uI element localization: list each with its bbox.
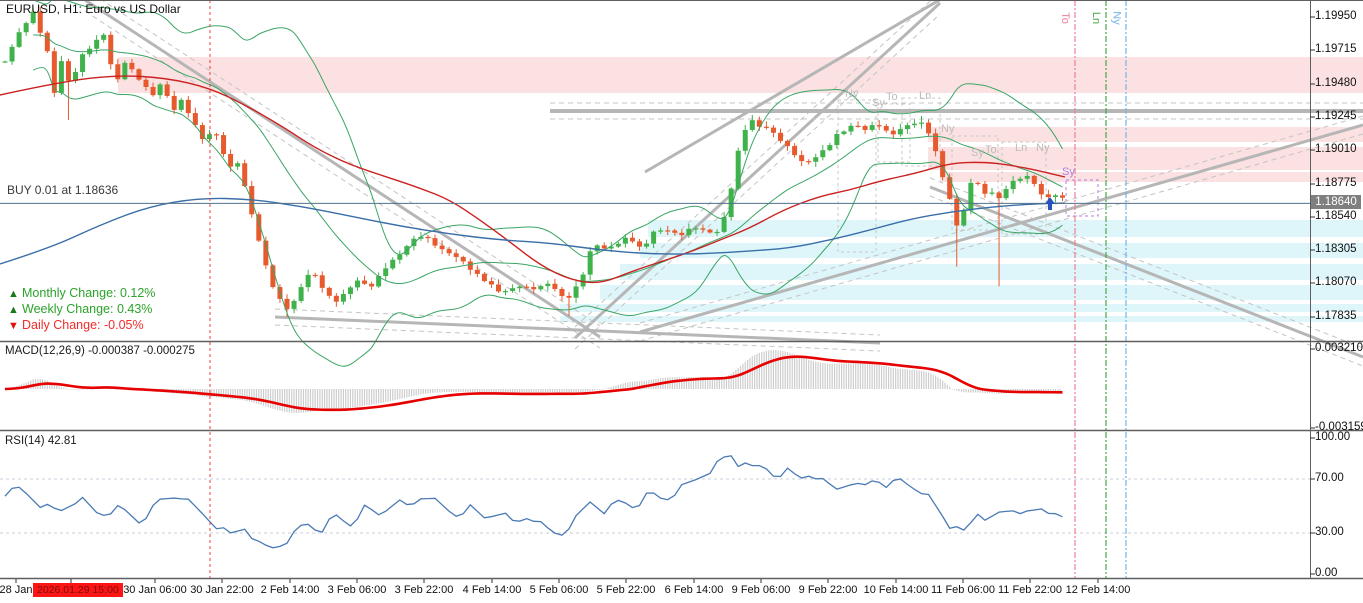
axis-price-label: 30.00	[1315, 526, 1344, 538]
axis-price-label: 1.18540	[1315, 210, 1357, 222]
axis-price-label: 1.18070	[1315, 276, 1357, 288]
panel-chrome	[0, 0, 1363, 583]
axis-price-label: 1.19715	[1315, 43, 1357, 55]
change-text: Daily Change: -0.05%	[22, 318, 144, 332]
axis-price-label: 1.18305	[1315, 243, 1357, 255]
session-label: Ln	[919, 90, 932, 102]
session-label-sydney: Sy	[1062, 166, 1075, 178]
axis-price-label: 1.18775	[1315, 177, 1357, 189]
rsi-indicator-label: RSI(14) 42.81	[5, 435, 77, 447]
bollinger-bands	[32, 0, 1063, 367]
axis-time-label: 12 Feb 14:00	[1065, 584, 1131, 596]
axis-time-label: 28 Jan	[0, 584, 33, 596]
trend-channels	[84, 0, 1363, 367]
session-marker-label: Ny	[1110, 11, 1123, 25]
macd-indicator-label: MACD(12,26,9) -0.000387 -0.000275	[5, 345, 195, 357]
buy-arrow-icon	[1045, 197, 1055, 210]
change-text: Weekly Change: 0.43%	[22, 302, 153, 316]
session-label: To	[886, 91, 898, 103]
axis-price-label: 0.003210	[1315, 342, 1363, 354]
macd-histogram	[4, 350, 1061, 413]
support-bands	[560, 220, 1363, 322]
axis-time-label: 5 Feb 06:00	[529, 584, 589, 596]
axis-time-label: 11 Feb 22:00	[997, 584, 1063, 596]
session-label: Sy	[971, 147, 984, 159]
axis-time-label: 11 Feb 06:00	[930, 584, 996, 596]
arrow-up-icon: ▲	[8, 288, 19, 300]
axis-price-label: 1.19480	[1315, 77, 1357, 89]
ma-blue-line	[0, 197, 1066, 265]
axis-time-label: 3 Feb 22:00	[394, 584, 454, 596]
axis-time-label: 30 Jan 22:00	[190, 584, 254, 596]
session-label: Sy	[872, 97, 885, 109]
session-label: To	[985, 144, 997, 156]
axis-price-label: 0.00	[1315, 567, 1338, 579]
axis-price-label: 1.19010	[1315, 143, 1357, 155]
rsi-line	[4, 455, 1063, 549]
rsi-value: 42.81	[47, 435, 77, 447]
axis-price-label: -0.003159	[1315, 421, 1363, 433]
session-label: Ln	[1015, 142, 1028, 154]
axis-time-label: 3 Feb 06:00	[327, 584, 387, 596]
rsi-name: RSI(14)	[5, 435, 45, 447]
axis-price-label: 70.00	[1315, 472, 1344, 484]
axis-time-label: 10 Feb 14:00	[863, 584, 929, 596]
axis-time-label: 4 Feb 14:00	[462, 584, 522, 596]
axis-time-label: 6 Feb 14:00	[664, 584, 724, 596]
change-row: ▲ Weekly Change: 0.43%	[8, 302, 152, 316]
session-label: Ny	[845, 88, 859, 100]
axis-time-label: 2 Feb 14:00	[260, 584, 320, 596]
selected-time-badge: 2026.01.29 15:00	[33, 583, 123, 597]
change-row: ▲ Monthly Change: 0.12%	[8, 286, 155, 300]
axis-time-label: 30 Jan 06:00	[123, 584, 187, 596]
axis-price-label: 1.19245	[1315, 110, 1357, 122]
buy-order-label: BUY 0.01 at 1.18636	[7, 183, 119, 197]
ma-red-line	[0, 75, 1066, 284]
axis-price-label: 1.19950	[1315, 10, 1357, 22]
candlestick-series	[2, 6, 1065, 317]
session-label: Ny	[1036, 142, 1050, 154]
rsi-levels	[0, 478, 1310, 534]
axis-time-label: 9 Feb 06:00	[731, 584, 791, 596]
session-marker-label: To	[1058, 12, 1071, 24]
axis-time-label: 5 Feb 22:00	[596, 584, 656, 596]
axis-time-label: 9 Feb 22:00	[798, 584, 858, 596]
macd-values: -0.000387 -0.000275	[88, 345, 195, 357]
macd-signal-line	[4, 355, 1063, 412]
session-marker-label: Ln	[1090, 11, 1103, 25]
current-price-badge: 1.18640	[1311, 195, 1361, 209]
axis-price-label: 1.17835	[1315, 310, 1357, 322]
arrow-up-icon: ▲	[8, 304, 19, 316]
upcoming-session-vlines	[1074, 0, 1127, 578]
chart-title: EURUSD, H1: Euro vs US Dollar	[6, 2, 181, 16]
axis-price-label: 100.00	[1315, 431, 1351, 443]
arrow-down-icon: ▼	[8, 320, 19, 332]
session-label: Ny	[941, 123, 955, 135]
change-row: ▼ Daily Change: -0.05%	[8, 318, 144, 332]
change-text: Monthly Change: 0.12%	[22, 286, 156, 300]
macd-name: MACD(12,26,9)	[5, 345, 85, 357]
